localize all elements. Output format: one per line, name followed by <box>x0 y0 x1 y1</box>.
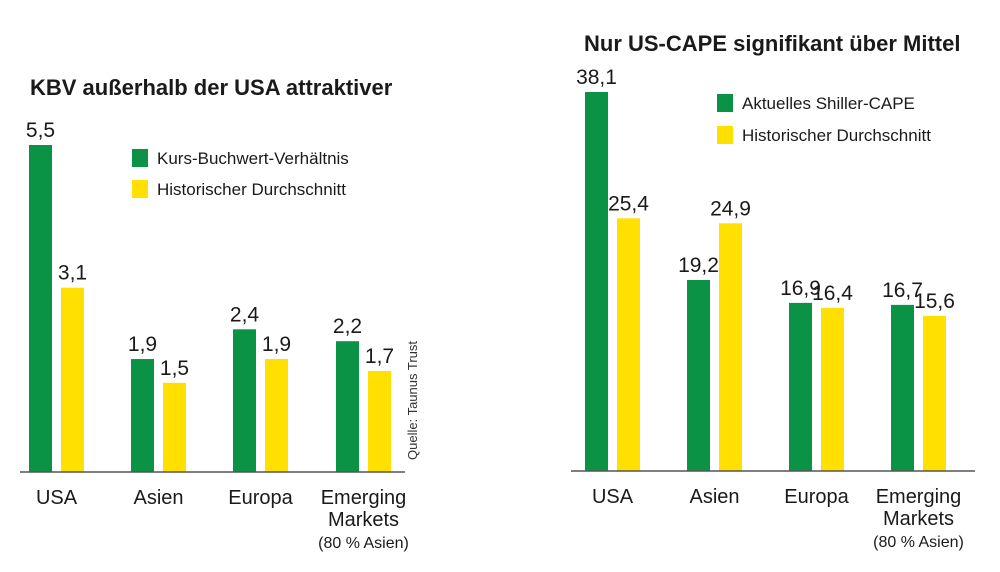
kbv-bar-current-1 <box>131 359 154 472</box>
kbv-legend-label-0: Kurs-Buchwert-Verhältnis <box>157 149 349 168</box>
cape-bar-current-1 <box>687 280 710 471</box>
kbv-legend-label-1: Historischer Durchschnitt <box>157 180 346 199</box>
cape-category-label-0-0: USA <box>592 486 634 508</box>
cape-value-label-1-2: 16,4 <box>812 282 853 305</box>
kbv-legend-swatch-0 <box>132 149 148 167</box>
kbv-category-label-1-0: Asien <box>133 487 183 509</box>
kbv-category-label-3-0: Emerging <box>321 487 407 509</box>
cape-legend-swatch-1 <box>717 126 733 144</box>
cape-chart-title: Nur US-CAPE signifikant über Mittel <box>584 31 960 56</box>
kbv-value-label-0-0: 5,5 <box>26 119 55 142</box>
kbv-bar-historical-2 <box>265 359 288 472</box>
cape-category-label-3-0: Emerging <box>876 486 962 508</box>
kbv-value-label-0-3: 2,2 <box>333 315 362 338</box>
kbv-category-label-0-0: USA <box>36 487 78 509</box>
kbv-legend-swatch-1 <box>132 180 148 198</box>
cape-legend-label-0: Aktuelles Shiller-CAPE <box>742 94 915 113</box>
cape-category-label-1-0: Asien <box>689 486 739 508</box>
kbv-category-label-3-1: Markets <box>328 509 399 531</box>
kbv-bar-current-3 <box>336 341 359 472</box>
cape-value-label-0-2: 16,9 <box>780 277 821 300</box>
kbv-bar-current-2 <box>233 329 256 472</box>
kbv-value-label-1-3: 1,7 <box>365 345 394 368</box>
cape-bar-historical-2 <box>821 307 844 471</box>
cape-bar-current-2 <box>789 302 812 471</box>
kbv-value-label-0-1: 1,9 <box>128 333 157 356</box>
cape-legend-label-1: Historischer Durchschnitt <box>742 126 931 145</box>
kbv-value-label-1-2: 1,9 <box>262 333 291 356</box>
cape-value-label-0-3: 16,7 <box>882 279 923 302</box>
cape-bar-historical-3 <box>923 315 946 471</box>
cape-bar-current-0 <box>585 92 608 471</box>
cape-category-label-2-0: Europa <box>784 486 849 508</box>
cape-bar-historical-1 <box>719 223 742 471</box>
kbv-chart-title: KBV außerhalb der USA attraktiver <box>30 75 393 100</box>
cape-category-note-3: (80 % Asien) <box>873 534 964 551</box>
cape-value-label-0-0: 38,1 <box>576 66 617 89</box>
kbv-value-label-0-2: 2,4 <box>230 303 260 326</box>
cape-value-label-1-0: 25,4 <box>608 192 649 215</box>
kbv-bar-current-0 <box>29 145 52 472</box>
kbv-bar-historical-3 <box>368 370 391 472</box>
kbv-bar-historical-0 <box>61 287 84 472</box>
cape-legend-swatch-0 <box>717 94 733 112</box>
cape-value-label-1-3: 15,6 <box>914 290 955 313</box>
kbv-category-note-3: (80 % Asien) <box>318 535 409 552</box>
kbv-category-label-2-0: Europa <box>228 487 293 509</box>
source-note: Quelle: Taunus Trust <box>405 341 420 460</box>
kbv-bar-historical-1 <box>163 382 186 472</box>
cape-category-label-3-1: Markets <box>883 508 954 530</box>
cape-value-label-1-1: 24,9 <box>710 197 751 220</box>
cape-value-label-0-1: 19,2 <box>678 254 719 277</box>
kbv-value-label-1-0: 3,1 <box>58 262 87 285</box>
cape-bar-historical-0 <box>617 218 640 471</box>
kbv-value-label-1-1: 1,5 <box>160 357 189 380</box>
cape-bar-current-3 <box>891 304 914 471</box>
